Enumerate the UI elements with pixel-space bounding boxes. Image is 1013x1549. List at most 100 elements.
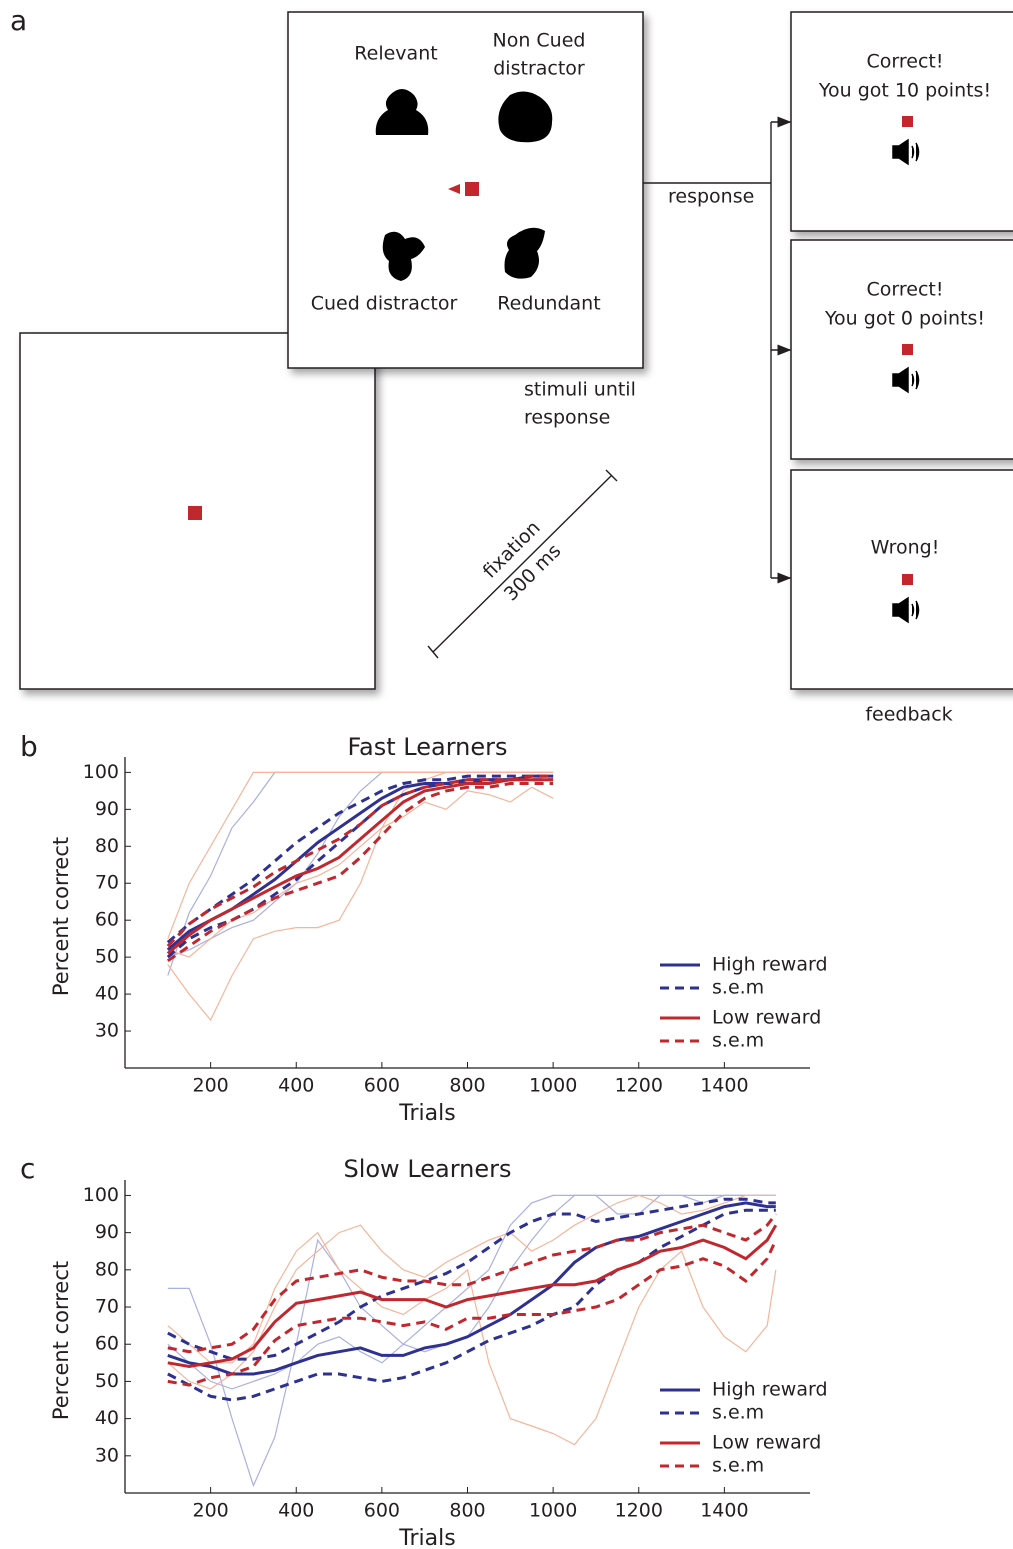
y-tick-label: 90 (95, 1221, 119, 1243)
legend-label: Low reward (712, 1432, 821, 1454)
y-tick-label: 30 (95, 1020, 119, 1042)
x-tick-label: 1200 (615, 1075, 663, 1097)
feedback-text: You got 0 points! (824, 308, 985, 330)
sem-line (166, 782, 554, 963)
sem-line (166, 774, 554, 948)
panel-label: a (10, 4, 27, 37)
y-tick-label: 50 (95, 1370, 119, 1392)
y-axis-label: Percent correct (49, 1261, 73, 1420)
x-tick-label: 1200 (615, 1500, 663, 1522)
feedback-text: Correct! (867, 51, 944, 73)
caption: stimuli until (524, 379, 636, 401)
shape (498, 91, 553, 143)
legend-label: s.e.m (712, 977, 764, 999)
individual-line (167, 771, 554, 976)
y-tick-label: 30 (95, 1444, 119, 1466)
timeline (432, 474, 613, 653)
y-tick-label: 100 (83, 761, 119, 783)
x-axis-label: Trials (398, 1526, 455, 1549)
x-axis-label: Trials (398, 1101, 455, 1126)
chart-title: Slow Learners (343, 1155, 511, 1183)
individual-line (167, 1231, 777, 1446)
feedback-screens: Correct! You got 10 points! Correct! You go… (790, 11, 1013, 690)
caption: feedback (865, 704, 952, 726)
individual-line (167, 1194, 776, 1390)
x-tick-label: 200 (192, 1500, 228, 1522)
individual-line (167, 771, 554, 958)
panel-a: a Relevant Non Cued distractor Cued dist… (10, 4, 1013, 726)
feedback-text: Wrong! (871, 537, 940, 559)
shape (504, 227, 545, 279)
x-tick-label: 400 (278, 1075, 314, 1097)
legend-label: s.e.m (712, 1402, 764, 1424)
speaker-icon (892, 138, 920, 166)
individual-line (167, 771, 554, 939)
panel-label: b (20, 730, 38, 763)
y-tick-label: 80 (95, 1258, 119, 1280)
y-tick-label: 60 (95, 909, 119, 931)
legend-label: High reward (712, 1379, 828, 1401)
legend-label: Low reward (712, 1007, 821, 1029)
y-tick-label: 40 (95, 1407, 119, 1429)
y-tick-label: 40 (95, 983, 119, 1005)
fixation-point (188, 506, 202, 520)
individual-line (167, 1194, 776, 1488)
x-tick-label: 1000 (529, 1500, 577, 1522)
x-tick-label: 1000 (529, 1075, 577, 1097)
speaker-icon (892, 366, 920, 394)
mean-line (166, 778, 554, 955)
y-tick-label: 100 (83, 1184, 119, 1206)
cue (448, 184, 460, 194)
response-label: response (668, 186, 754, 208)
x-tick-label: 1400 (700, 1075, 748, 1097)
individual-line (167, 1194, 776, 1390)
fixation-point (902, 574, 913, 585)
y-tick-label: 50 (95, 946, 119, 968)
x-tick-label: 1400 (700, 1500, 748, 1522)
fixation-point (902, 344, 913, 355)
stimulus-label: Relevant (354, 43, 437, 65)
y-axis-label: Percent correct (49, 837, 73, 996)
caption: response (524, 407, 610, 429)
stimulus-label: distractor (493, 58, 585, 80)
x-tick-label: 800 (449, 1075, 485, 1097)
panel-label: c (20, 1152, 35, 1185)
shape (382, 231, 425, 281)
stimulus-label: Redundant (497, 293, 600, 315)
legend-label: High reward (712, 954, 828, 976)
feedback-text: You got 10 points! (818, 80, 991, 102)
y-tick-label: 70 (95, 1296, 119, 1318)
y-tick-label: 90 (95, 798, 119, 820)
mean-line (167, 1224, 778, 1369)
stimulus-label: Non Cued (493, 30, 586, 52)
charts: b Fast Learners Trials Percent correct 30 40 5… (20, 730, 828, 1549)
individual-line (167, 771, 554, 1022)
y-tick-label: 60 (95, 1333, 119, 1355)
x-tick-label: 800 (449, 1500, 485, 1522)
x-tick-label: 400 (278, 1500, 314, 1522)
x-tick-label: 600 (364, 1075, 400, 1097)
timeline-cap (605, 469, 618, 482)
speaker-icon (892, 596, 920, 624)
sem-line (167, 1197, 776, 1361)
sem-line (166, 774, 554, 944)
sem-line (167, 1213, 777, 1354)
feedback-text: Correct! (867, 279, 944, 301)
shape (375, 89, 429, 135)
timeline-cap (427, 645, 439, 659)
sem-line (167, 1208, 776, 1402)
legend-label: s.e.m (712, 1030, 764, 1052)
mean-line (167, 1201, 776, 1376)
y-tick-label: 80 (95, 835, 119, 857)
sem-line (167, 1239, 778, 1387)
legend-label: s.e.m (712, 1455, 764, 1477)
x-tick-label: 200 (192, 1075, 228, 1097)
stimulus-label: Cued distractor (311, 293, 458, 315)
y-tick-label: 70 (95, 872, 119, 894)
x-tick-label: 600 (364, 1500, 400, 1522)
chart-title: Fast Learners (347, 733, 507, 761)
fixation-point (465, 182, 479, 196)
sem-line (166, 778, 554, 959)
fixation-point (902, 116, 913, 127)
